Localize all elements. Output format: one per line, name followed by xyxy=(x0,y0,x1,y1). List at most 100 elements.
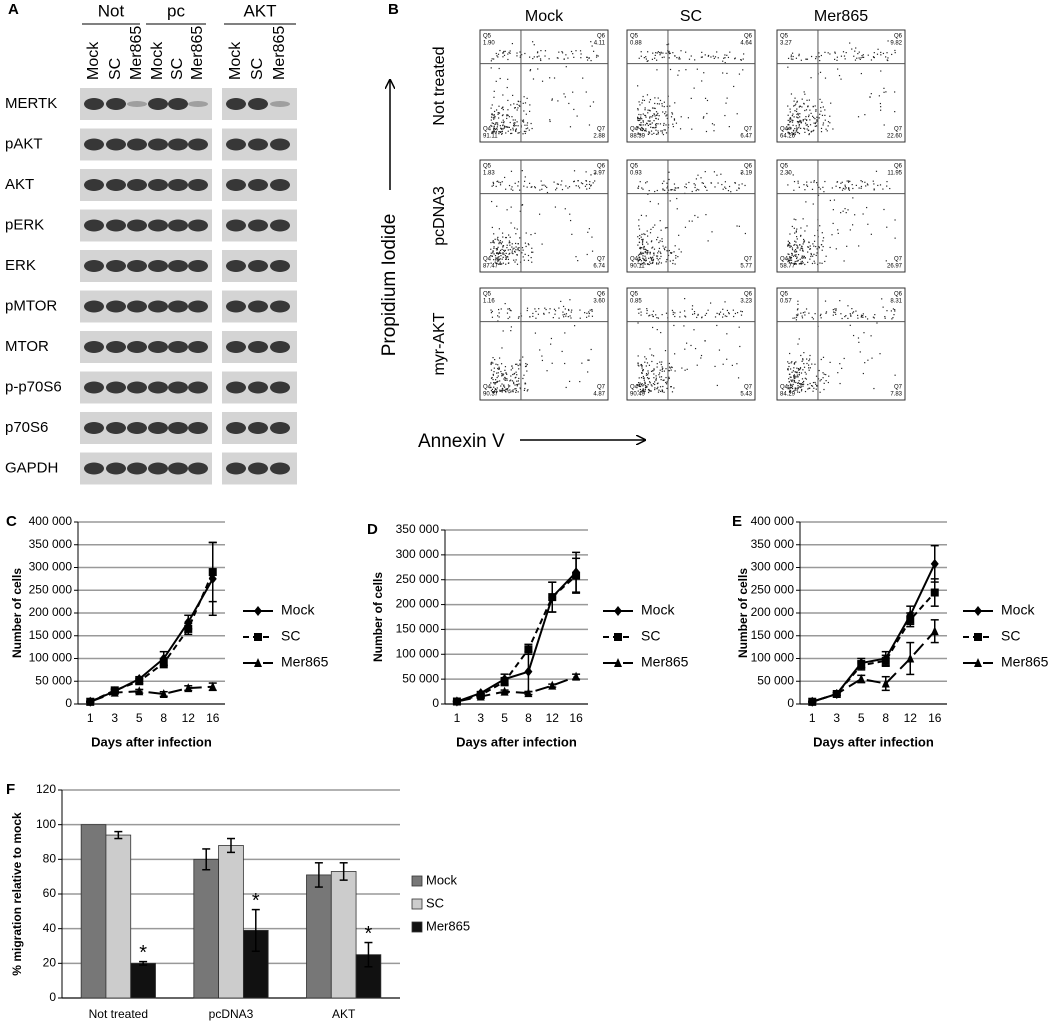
event-dot xyxy=(666,182,668,184)
event-dot xyxy=(528,182,531,184)
event-dot xyxy=(672,52,674,54)
event-dot xyxy=(511,246,513,248)
event-dot xyxy=(802,250,804,252)
event-dot xyxy=(496,127,498,130)
event-dot xyxy=(496,180,498,183)
event-dot xyxy=(849,313,851,315)
event-dot xyxy=(493,241,495,243)
event-dot xyxy=(809,248,812,250)
event-dot xyxy=(791,371,793,373)
event-dot xyxy=(510,326,512,328)
event-dot xyxy=(637,187,639,189)
event-dot xyxy=(817,378,820,380)
event-dot xyxy=(647,124,649,127)
event-dot xyxy=(873,317,875,319)
event-dot xyxy=(526,307,529,309)
blot-band xyxy=(226,381,246,394)
event-dot xyxy=(654,107,656,110)
event-dot xyxy=(799,262,801,265)
event-dot xyxy=(691,190,693,193)
event-dot xyxy=(791,385,794,387)
event-dot xyxy=(800,127,802,129)
event-dot xyxy=(669,200,671,202)
event-dot xyxy=(801,250,804,252)
event-dot xyxy=(646,60,648,63)
y-tick-label: 0 xyxy=(787,696,794,710)
event-dot xyxy=(787,128,789,130)
event-dot xyxy=(513,259,515,261)
event-dot xyxy=(504,249,506,252)
event-dot xyxy=(787,367,789,370)
event-dot xyxy=(496,259,498,261)
event-dot xyxy=(790,259,793,261)
event-dot xyxy=(797,369,800,371)
event-dot xyxy=(512,248,514,250)
event-dot xyxy=(523,374,525,376)
event-dot xyxy=(833,311,835,313)
event-dot xyxy=(645,56,647,58)
event-dot xyxy=(793,375,795,378)
event-dot xyxy=(646,309,648,312)
quadrant-name: Q5 xyxy=(780,164,789,170)
event-dot xyxy=(647,109,649,111)
event-dot xyxy=(640,123,642,126)
event-dot xyxy=(813,129,815,131)
event-dot xyxy=(804,311,806,313)
event-dot xyxy=(795,231,797,233)
event-dot xyxy=(639,104,641,106)
event-dot xyxy=(540,50,542,52)
event-dot xyxy=(492,132,494,134)
event-dot xyxy=(808,387,810,389)
event-dot xyxy=(585,316,588,318)
event-dot xyxy=(531,251,533,253)
point xyxy=(572,671,581,681)
event-dot xyxy=(844,208,846,210)
legend-marker xyxy=(254,606,262,616)
event-dot xyxy=(565,315,567,317)
event-dot xyxy=(646,312,648,314)
event-dot xyxy=(793,363,796,365)
event-dot xyxy=(794,232,796,234)
event-dot xyxy=(723,57,725,59)
quadrant-name: Q7 xyxy=(744,385,753,391)
event-dot xyxy=(736,113,738,115)
event-dot xyxy=(497,375,499,377)
event-dot xyxy=(816,119,818,121)
event-dot xyxy=(516,385,518,387)
event-dot xyxy=(638,225,640,227)
event-dot xyxy=(639,382,641,384)
event-dot xyxy=(498,242,500,245)
event-dot xyxy=(848,187,850,189)
event-dot xyxy=(647,120,649,122)
event-dot xyxy=(816,182,818,184)
event-dot xyxy=(555,189,557,191)
event-dot xyxy=(502,128,504,130)
quadrant-value: 6.74 xyxy=(593,264,605,270)
event-dot xyxy=(529,70,531,72)
event-dot xyxy=(521,170,523,172)
event-dot xyxy=(695,189,697,192)
event-dot xyxy=(733,85,735,88)
event-dot xyxy=(793,218,795,220)
event-dot xyxy=(585,180,588,182)
event-dot xyxy=(647,384,649,386)
event-dot xyxy=(494,255,497,257)
event-dot xyxy=(665,52,667,54)
event-dot xyxy=(671,112,673,114)
event-dot xyxy=(839,300,841,302)
event-dot xyxy=(499,263,501,265)
event-dot xyxy=(510,391,512,393)
event-dot xyxy=(722,188,724,190)
event-dot xyxy=(822,106,824,108)
event-dot xyxy=(696,188,698,190)
legend-marker xyxy=(974,606,982,616)
event-dot xyxy=(647,193,649,195)
event-dot xyxy=(788,172,790,174)
event-dot xyxy=(651,240,653,242)
event-dot xyxy=(824,180,826,183)
event-dot xyxy=(808,369,810,371)
event-dot xyxy=(790,256,792,258)
event-dot xyxy=(501,130,503,132)
event-dot xyxy=(585,91,587,93)
